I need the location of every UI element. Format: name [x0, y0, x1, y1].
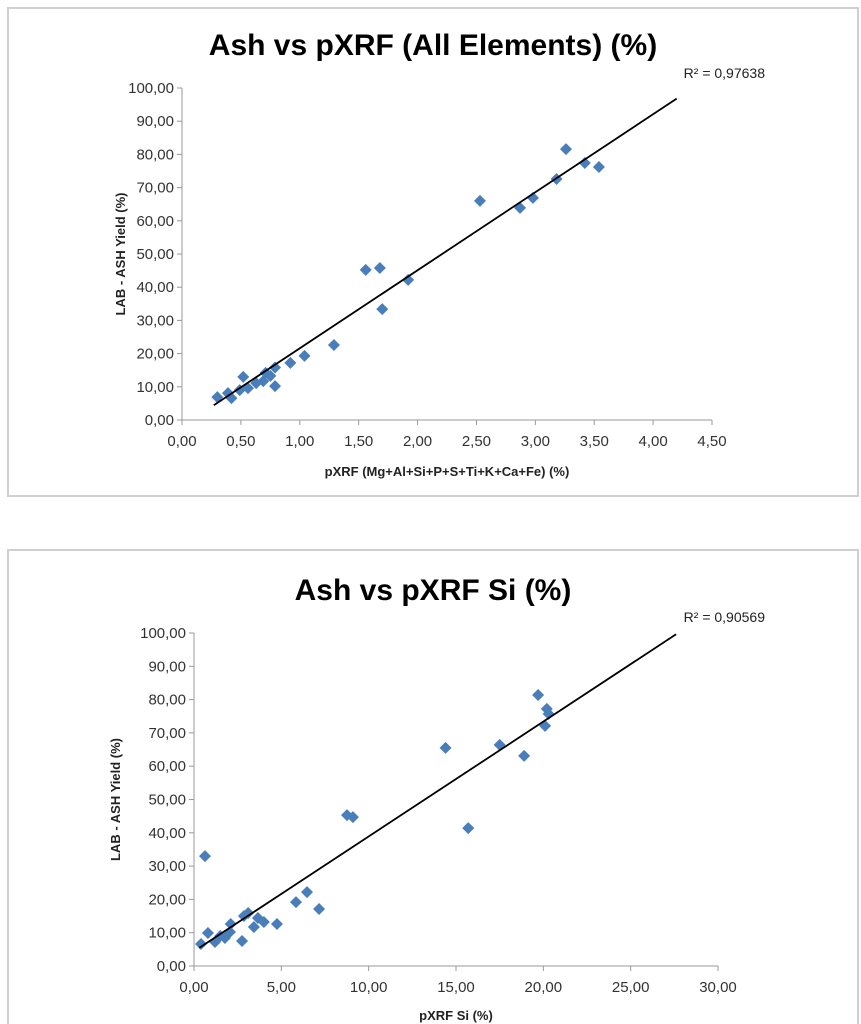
data-point: [439, 741, 452, 754]
data-point: [532, 688, 545, 701]
r-squared-label: R² = 0,90569: [684, 609, 766, 625]
y-tick-label: 20,00: [148, 891, 186, 908]
y-tick-label: 40,00: [136, 279, 174, 296]
x-tick-label: 4,50: [697, 433, 726, 450]
x-tick-label: 0,00: [167, 433, 196, 450]
data-point: [269, 361, 282, 374]
x-tick-label: 10,00: [350, 979, 388, 996]
y-tick-label: 60,00: [148, 758, 186, 775]
y-tick-label: 80,00: [136, 146, 174, 163]
chart-frame: [7, 7, 859, 497]
x-axis-label: pXRF (Mg+Al+Si+P+S+Ti+K+Ca+Fe) (%): [325, 464, 570, 479]
x-tick-label: 1,00: [285, 433, 314, 450]
chart-title: Ash vs pXRF (All Elements) (%): [209, 29, 657, 62]
x-tick-label: 1,50: [344, 433, 373, 450]
data-point: [236, 935, 249, 948]
trendline: [198, 633, 677, 949]
x-tick-label: 0,00: [179, 979, 208, 996]
x-tick-label: 30,00: [699, 979, 737, 996]
x-tick-label: 2,00: [403, 433, 432, 450]
data-point: [359, 263, 372, 276]
data-point: [284, 356, 297, 369]
y-tick-label: 90,00: [148, 658, 186, 675]
data-point: [301, 886, 314, 899]
data-point: [402, 273, 415, 286]
y-tick-label: 100,00: [128, 80, 174, 97]
x-tick-label: 15,00: [437, 979, 475, 996]
y-tick-label: 0,00: [145, 412, 174, 429]
y-tick-label: 40,00: [148, 825, 186, 842]
data-point: [559, 143, 572, 156]
data-point: [313, 903, 326, 916]
y-tick-label: 30,00: [136, 312, 174, 329]
y-axis-label: LAB - ASH Yield (%): [108, 738, 123, 861]
r-squared-label: R² = 0,97638: [684, 65, 766, 81]
data-point: [201, 927, 214, 940]
y-tick-label: 70,00: [148, 725, 186, 742]
chart-2: Ash vs pXRF Si (%) 0,00 10,00 20,00 30,00 40,…: [7, 549, 859, 1024]
y-tick-label: 70,00: [136, 180, 174, 197]
data-point: [237, 370, 250, 383]
data-point: [373, 261, 386, 274]
x-tick-label: 25,00: [612, 979, 650, 996]
chart-frame: [7, 549, 859, 1024]
data-point: [592, 161, 605, 174]
y-tick-label: 20,00: [136, 346, 174, 363]
y-tick-label: 100,00: [140, 625, 186, 642]
chart-title: Ash vs pXRF Si (%): [295, 574, 572, 607]
data-point: [462, 822, 475, 835]
y-tick-label: 0,00: [157, 958, 186, 975]
data-point: [346, 811, 359, 824]
data-point: [473, 194, 486, 207]
x-tick-label: 0,50: [226, 433, 255, 450]
trendline: [213, 97, 678, 406]
x-tick-label: 5,00: [267, 979, 296, 996]
y-tick-label: 10,00: [148, 925, 186, 942]
data-point: [242, 907, 255, 920]
y-tick-label: 60,00: [136, 213, 174, 230]
data-point: [264, 369, 277, 382]
y-tick-label: 80,00: [148, 692, 186, 709]
x-tick-label: 3,50: [580, 433, 609, 450]
x-tick-label: 2,50: [462, 433, 491, 450]
x-tick-label: 4,00: [639, 433, 668, 450]
chart-1: Ash vs pXRF (All Elements) (%) 0,00 10,00 2…: [7, 7, 859, 497]
data-point: [518, 749, 531, 762]
data-point: [578, 157, 591, 170]
x-tick-label: 20,00: [525, 979, 563, 996]
x-tick-label: 3,00: [521, 433, 550, 450]
data-point: [327, 338, 340, 351]
data-point: [199, 850, 212, 863]
data-point: [270, 918, 283, 931]
y-tick-label: 30,00: [148, 858, 186, 875]
data-point: [298, 349, 311, 362]
y-tick-label: 10,00: [136, 379, 174, 396]
data-point: [269, 380, 282, 393]
data-point: [290, 896, 303, 909]
x-axis-label: pXRF Si (%): [419, 1008, 493, 1023]
data-point: [224, 918, 237, 931]
data-point: [194, 938, 207, 951]
y-tick-label: 90,00: [136, 113, 174, 130]
y-tick-label: 50,00: [136, 246, 174, 263]
data-point: [376, 303, 389, 316]
y-tick-label: 50,00: [148, 792, 186, 809]
data-point: [257, 916, 270, 929]
data-point: [247, 921, 260, 934]
y-axis-label: LAB - ASH Yield (%): [113, 192, 128, 315]
